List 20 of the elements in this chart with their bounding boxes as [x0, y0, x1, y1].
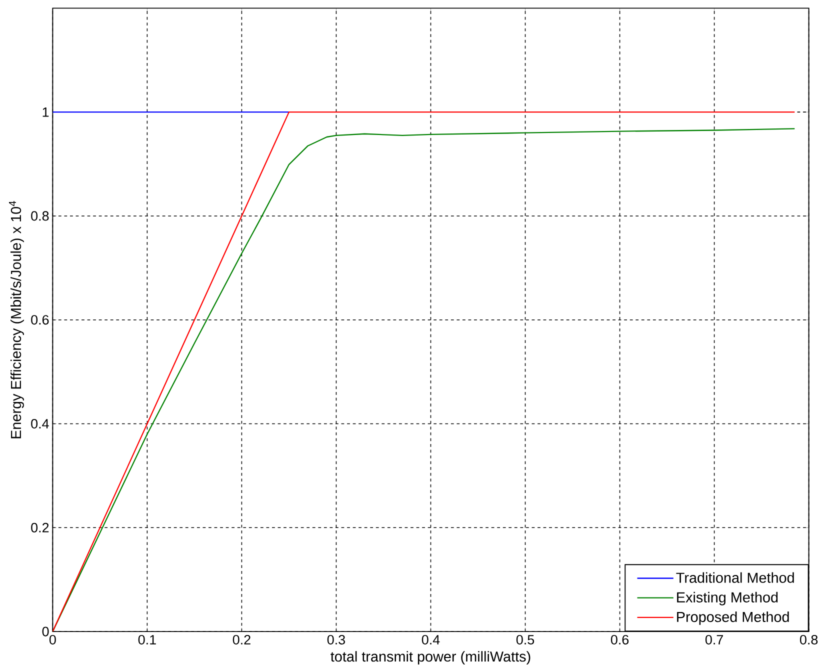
y-tick-label: 1	[42, 108, 49, 117]
x-tick-label: 0.5	[516, 635, 534, 645]
x-tick-label: 0.1	[138, 635, 156, 645]
y-tick-label: 0.8	[31, 211, 49, 221]
legend-label: Traditional Method	[676, 572, 794, 584]
y-axis-title: Energy Efficiency (Mbit/s/Joule) x 10$^{4}$	[8, 201, 24, 438]
x-axis-title: total transmit power (milliWatts)	[330, 651, 530, 665]
legend-label: Existing Method	[677, 592, 778, 606]
x-tick-label: 0.6	[610, 635, 629, 645]
x-tick-label: 0.2	[232, 635, 250, 645]
legend-label: Proposed Method	[677, 612, 789, 626]
y-tick-label: 0.2	[31, 523, 49, 533]
x-tick-label: 0.8	[800, 635, 818, 645]
x-tick-label: 0	[49, 635, 56, 645]
x-tick-label: 0.4	[422, 635, 440, 645]
x-tick-label: 0.3	[327, 635, 345, 645]
x-tick-label: 0.7	[705, 635, 723, 645]
y-tick-label: 0.6	[31, 315, 49, 325]
y-tick-label: 0	[42, 626, 49, 637]
y-tick-label: 0.4	[31, 419, 49, 429]
